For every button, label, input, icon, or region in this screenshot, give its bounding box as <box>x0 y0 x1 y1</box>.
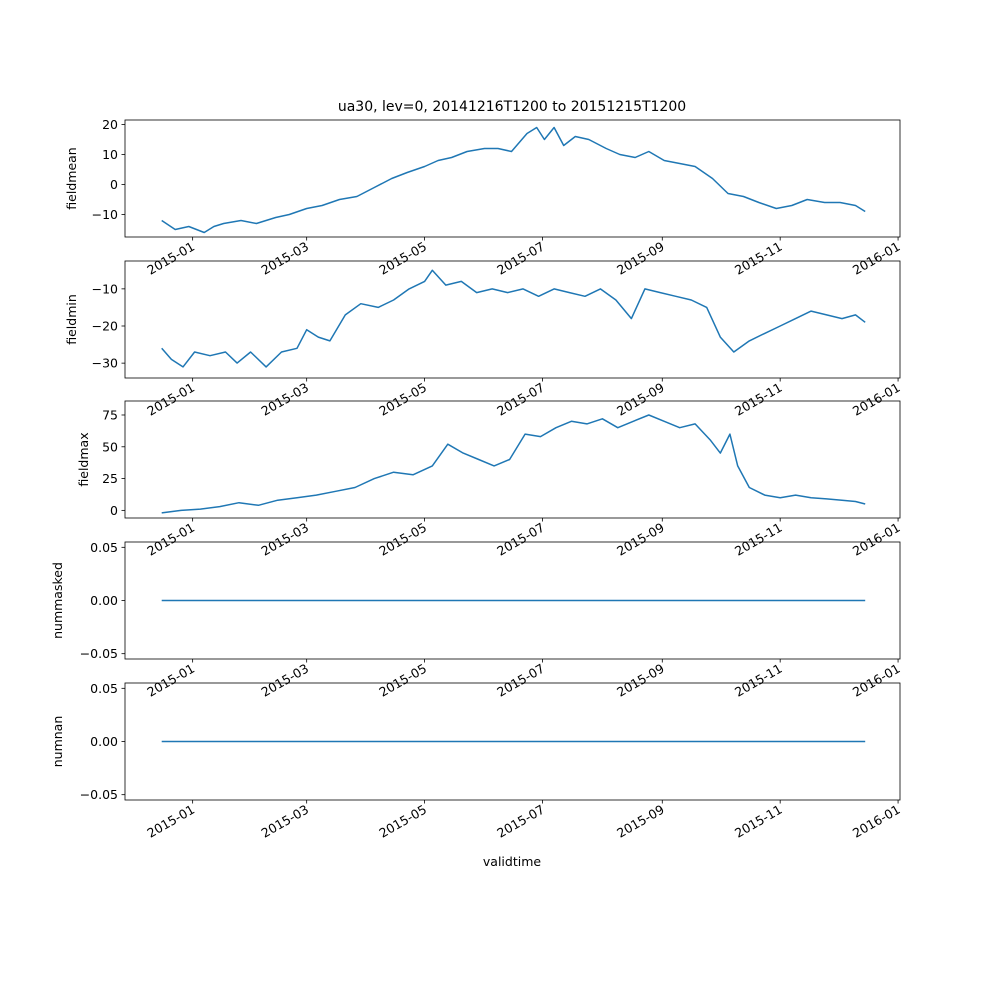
y-tick-label: 20 <box>102 117 118 132</box>
y-tick-label: 50 <box>102 439 118 454</box>
y-tick-label: 10 <box>102 147 118 162</box>
series-line-fieldmean <box>161 126 866 234</box>
y-tick-label: −30 <box>92 356 118 371</box>
y-axis-label: fieldmean <box>64 147 79 209</box>
y-axis-label: fieldmin <box>64 294 79 345</box>
y-tick-label: 0.00 <box>90 593 118 608</box>
y-tick-label: −0.05 <box>80 787 118 802</box>
x-axis-label: validtime <box>483 854 541 869</box>
y-tick-label: 0.05 <box>90 540 118 555</box>
series-line-fieldmax <box>161 414 866 514</box>
y-tick-label: −0.05 <box>80 646 118 661</box>
series-line-fieldmin <box>161 269 866 368</box>
y-tick-label: 0 <box>110 503 118 518</box>
axes-frame-fieldmean <box>124 119 901 238</box>
y-tick-label: 25 <box>102 471 118 486</box>
y-tick-label: −10 <box>92 281 118 296</box>
y-tick-label: 75 <box>102 407 118 422</box>
y-tick-label: 0.05 <box>90 681 118 696</box>
y-tick-label: −20 <box>92 319 118 334</box>
axes-frame-fieldmin <box>124 260 901 379</box>
y-axis-label: numnan <box>50 716 65 768</box>
figure-title: ua30, lev=0, 20141216T1200 to 20151215T1… <box>338 99 686 115</box>
axes-frame-fieldmax <box>124 400 901 519</box>
y-tick-label: −10 <box>92 207 118 222</box>
y-axis-label: nummasked <box>50 562 65 639</box>
y-tick-label: 0 <box>110 177 118 192</box>
y-axis-label: fieldmax <box>76 432 91 486</box>
y-tick-label: 0.00 <box>90 734 118 749</box>
